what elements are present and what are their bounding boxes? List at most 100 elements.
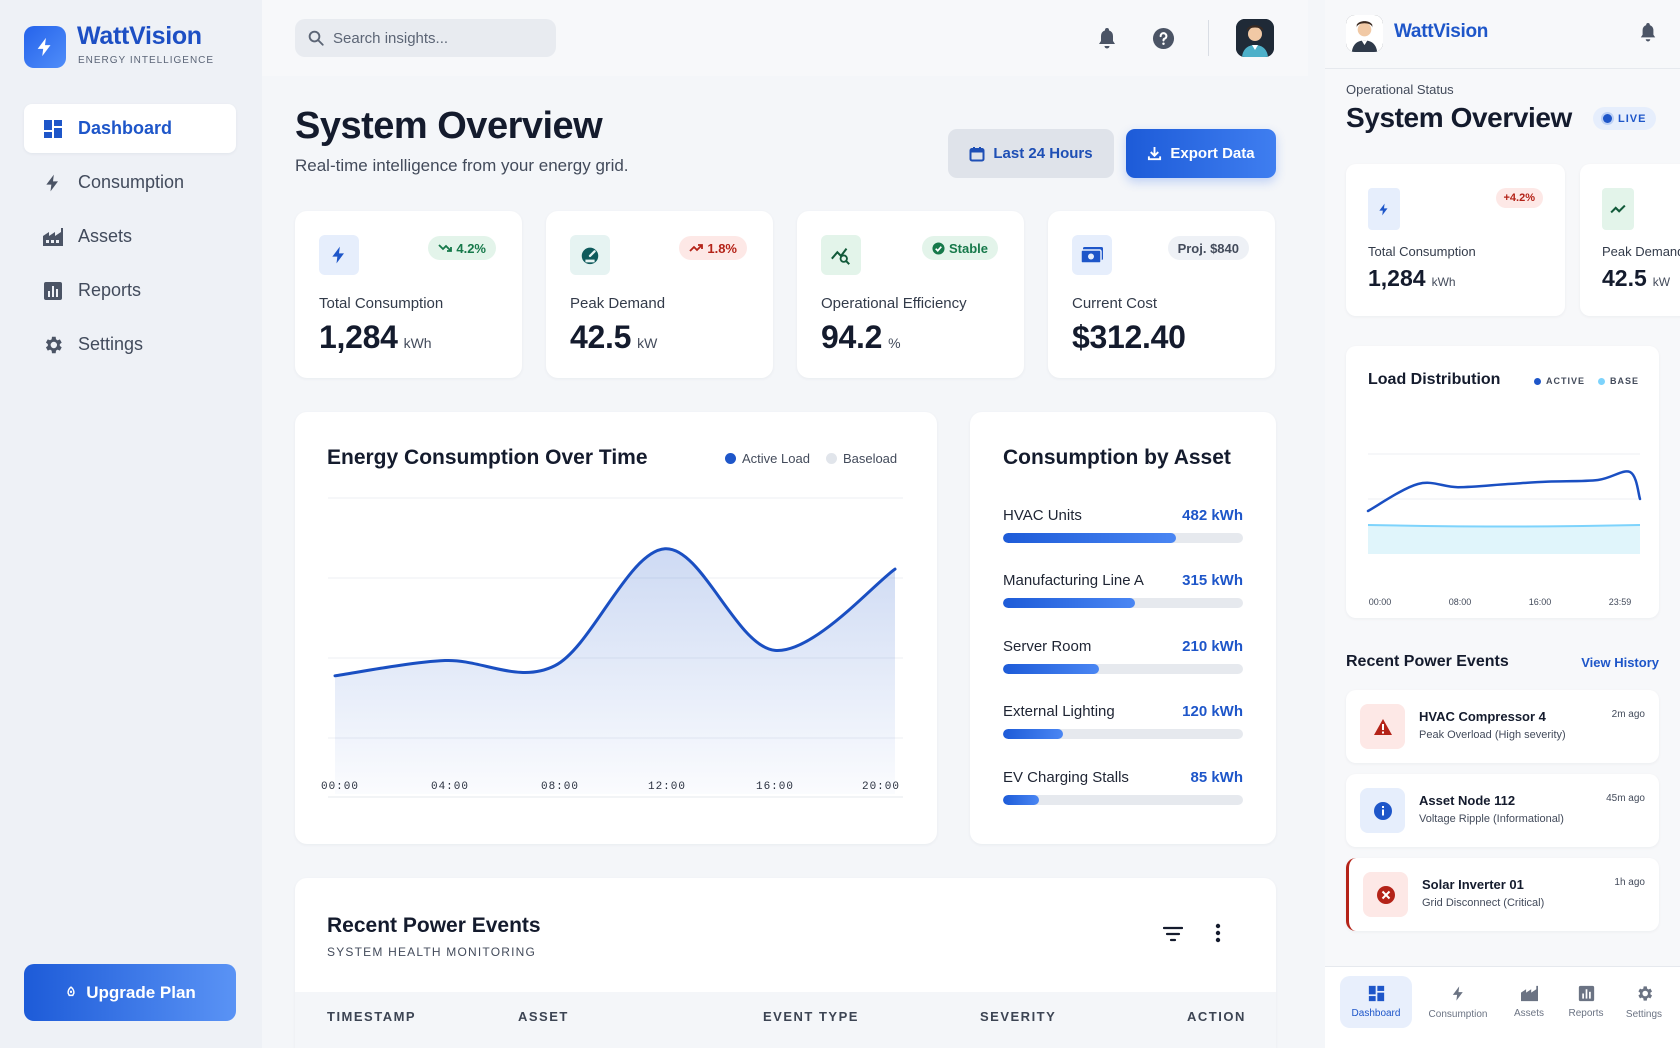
event-card[interactable]: Asset Node 112 Voltage Ripple (Informati…: [1346, 774, 1659, 847]
tab-label: Consumption: [1428, 1009, 1488, 1020]
event-card-critical[interactable]: Solar Inverter 01 Grid Disconnect (Criti…: [1346, 858, 1659, 931]
asset-progress-track: [1003, 598, 1243, 608]
analytics-icon: [821, 235, 861, 275]
column-header-asset[interactable]: ASSET: [518, 1009, 569, 1024]
events-title: Recent Power Events: [327, 914, 541, 937]
event-card[interactable]: HVAC Compressor 4 Peak Overload (High se…: [1346, 690, 1659, 763]
mobile-preview: WattVision Operational Status System Ove…: [1325, 0, 1680, 1048]
column-header-severity[interactable]: SEVERITY: [980, 1009, 1057, 1024]
export-data-button[interactable]: Export Data: [1126, 129, 1276, 178]
kpi-unit: kWh: [403, 335, 432, 351]
divider: [1325, 68, 1680, 69]
trend-badge: 4.2%: [428, 236, 496, 260]
events-table-card: Recent Power Events SYSTEM HEALTH MONITO…: [295, 878, 1276, 1048]
avatar[interactable]: [1236, 19, 1274, 57]
kpi-label: Peak Demand: [1602, 244, 1680, 259]
event-time: 1h ago: [1614, 877, 1645, 888]
factory-icon: [42, 226, 64, 248]
energy-chart-plot: 00:00 04:00 08:00 12:00 16:00 20:00: [321, 497, 903, 798]
tab-assets[interactable]: Assets: [1493, 976, 1565, 1028]
sidebar-item-label: Dashboard: [78, 118, 173, 138]
more-options-icon[interactable]: [1215, 923, 1221, 943]
view-history-link[interactable]: View History: [1581, 655, 1659, 670]
asset-consumption-card: Consumption by Asset HVAC Units 482 kWh …: [970, 412, 1276, 844]
kpi-value: 42.5 kW: [570, 319, 657, 356]
badge-text: Stable: [948, 240, 988, 256]
sidebar-item-assets[interactable]: Assets: [24, 212, 236, 261]
search-input[interactable]: [333, 29, 533, 47]
load-distribution-card: Load Distribution ACTIVE BASE 00:00 08:00…: [1346, 346, 1659, 618]
bolt-icon: [42, 172, 64, 194]
avatar[interactable]: [1346, 15, 1383, 52]
tab-label: Dashboard: [1351, 1008, 1401, 1019]
page-title: System Overview: [295, 105, 603, 147]
logo: [24, 26, 66, 68]
sidebar-item-consumption[interactable]: Consumption: [24, 158, 236, 207]
mobile-kpi-total-consumption: +4.2% Total Consumption 1,284 kWh: [1346, 164, 1565, 316]
asset-name: Manufacturing Line A: [1003, 572, 1144, 589]
asset-value: 482 kWh: [1182, 507, 1243, 524]
date-range-button[interactable]: Last 24 Hours: [948, 129, 1114, 178]
legend-dot-base: [1598, 377, 1606, 385]
export-data-label: Export Data: [1170, 145, 1255, 162]
brand-tagline: ENERGY INTELLIGENCE: [78, 55, 215, 66]
column-header-timestamp[interactable]: TIMESTAMP: [327, 1009, 417, 1024]
column-header-action[interactable]: ACTION: [1187, 1009, 1246, 1024]
page-subtitle: Real-time intelligence from your energy …: [295, 156, 629, 175]
sidebar-item-reports[interactable]: Reports: [24, 266, 236, 315]
x-tick-label: 16:00: [756, 781, 794, 793]
trend-badge: 1.8%: [679, 236, 747, 260]
x-tick-label: 04:00: [431, 781, 469, 793]
event-title: Asset Node 112: [1419, 793, 1516, 808]
trend-badge: +4.2%: [1495, 188, 1543, 208]
tab-settings[interactable]: Settings: [1608, 976, 1680, 1028]
x-tick-label: 16:00: [1529, 597, 1552, 607]
kpi-card-peak-demand: 1.8% Peak Demand 42.5 kW: [546, 211, 773, 378]
bar-chart-icon: [1578, 985, 1594, 1002]
events-subtitle: SYSTEM HEALTH MONITORING: [327, 945, 537, 959]
gauge-icon: [570, 235, 610, 275]
filter-icon[interactable]: [1163, 926, 1183, 942]
chart-title: Energy Consumption Over Time: [327, 446, 648, 469]
event-subtitle: Voltage Ripple (Informational): [1419, 813, 1564, 825]
active-load-line: [333, 547, 897, 678]
event-time: 2m ago: [1611, 709, 1645, 720]
legend-label: Active Load: [742, 451, 810, 466]
bell-icon[interactable]: [1095, 26, 1119, 50]
x-tick-label: 23:59: [1609, 597, 1632, 607]
check-circle-icon: [932, 241, 945, 255]
kpi-number: 42.5: [1602, 265, 1647, 291]
load-chart-title: Load Distribution: [1368, 371, 1501, 388]
kpi-number: 1,284: [319, 319, 398, 355]
tab-dashboard[interactable]: Dashboard: [1340, 976, 1412, 1028]
sidebar-item-label: Reports: [78, 280, 142, 300]
column-header-event-type[interactable]: EVENT TYPE: [763, 1009, 859, 1024]
x-tick-label: 00:00: [321, 781, 359, 793]
asset-progress-track: [1003, 533, 1243, 543]
x-tick-label: 12:00: [648, 781, 686, 793]
operational-status-label: Operational Status: [1346, 82, 1454, 97]
sidebar-item-dashboard[interactable]: Dashboard: [24, 104, 236, 153]
bell-icon[interactable]: [1639, 22, 1657, 42]
asset-progress-track: [1003, 795, 1243, 805]
asset-progress-fill: [1003, 729, 1063, 739]
asset-card-title: Consumption by Asset: [1003, 446, 1231, 469]
search-box[interactable]: [295, 19, 556, 57]
help-icon[interactable]: [1151, 26, 1175, 50]
event-time: 45m ago: [1606, 793, 1645, 804]
gear-icon: [42, 334, 64, 356]
upgrade-plan-button[interactable]: Upgrade Plan: [24, 964, 236, 1021]
divider: [1208, 20, 1209, 56]
tab-label: Reports: [1568, 1008, 1604, 1019]
error-icon: [1363, 872, 1408, 917]
tab-reports[interactable]: Reports: [1550, 976, 1622, 1028]
live-label: LIVE: [1618, 112, 1647, 125]
live-badge: LIVE: [1593, 107, 1657, 130]
asset-name: HVAC Units: [1003, 507, 1082, 524]
legend-dot-active: [1534, 377, 1541, 385]
legend-label: ACTIVE: [1546, 376, 1586, 386]
tab-consumption[interactable]: Consumption: [1422, 976, 1494, 1028]
legend-dot-baseload: [825, 453, 837, 464]
sidebar-item-settings[interactable]: Settings: [24, 320, 236, 369]
bolt-icon: [37, 37, 51, 57]
